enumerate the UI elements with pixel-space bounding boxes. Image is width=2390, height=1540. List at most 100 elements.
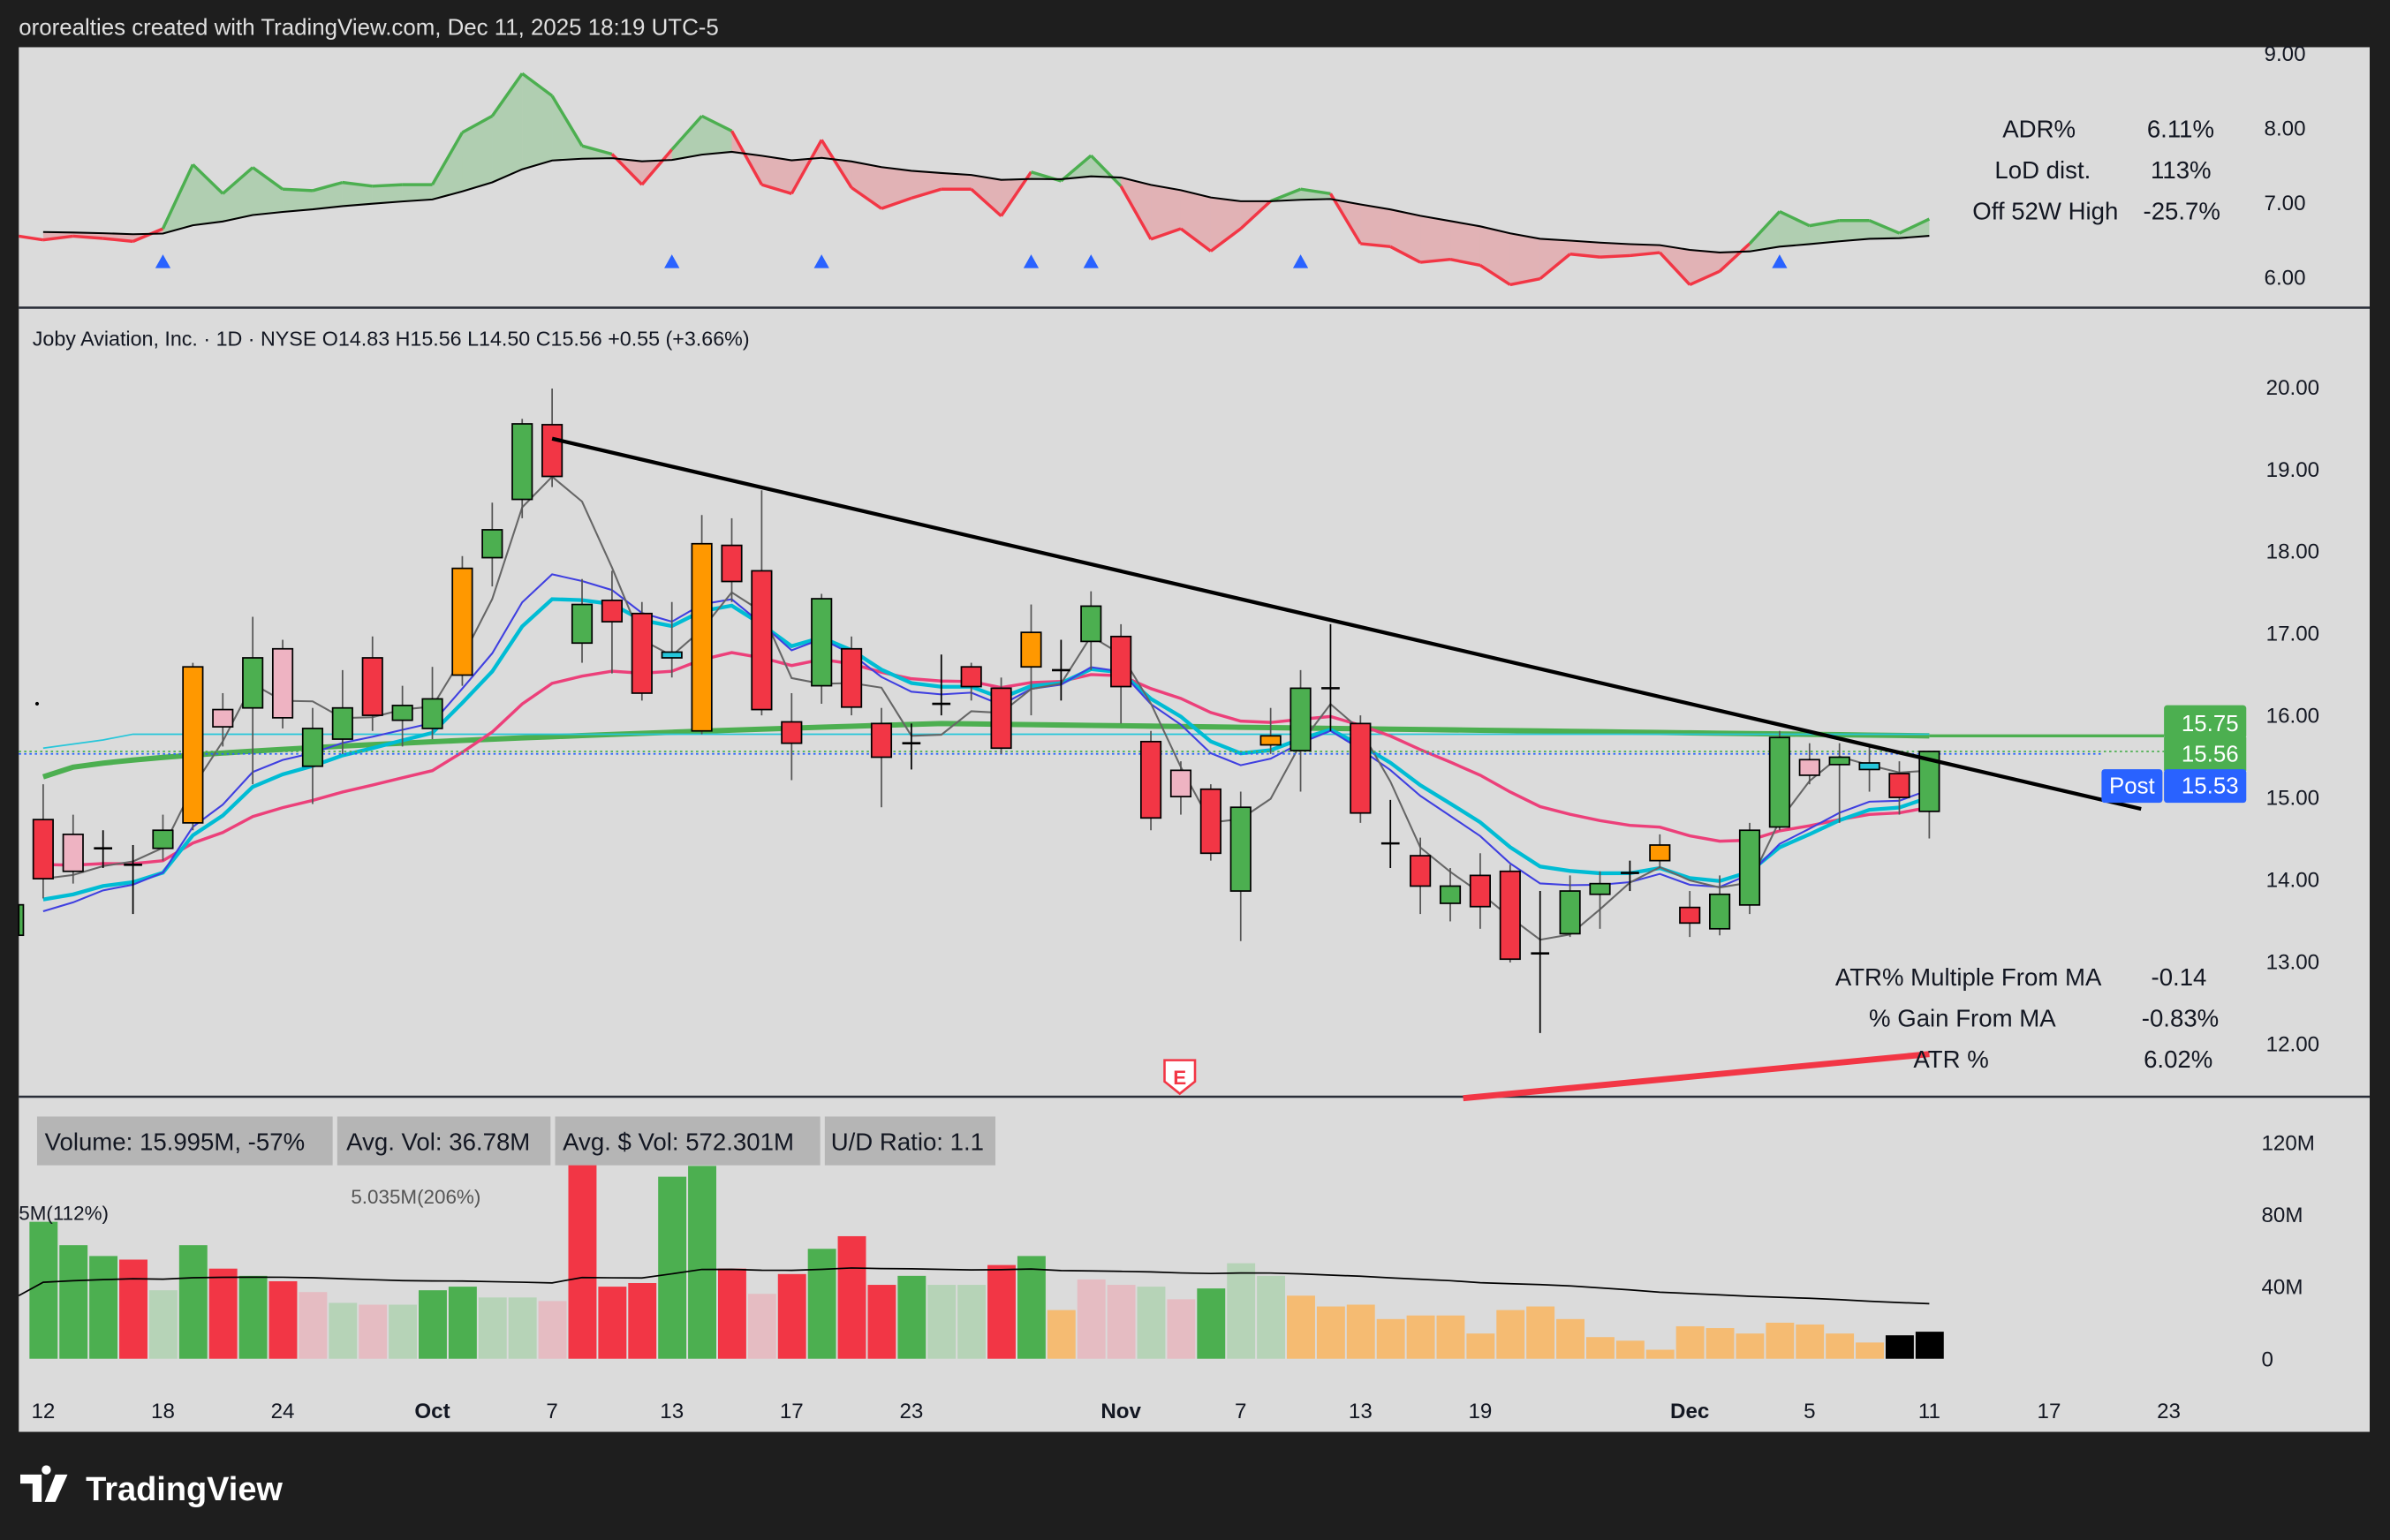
- candle[interactable]: [1679, 891, 1701, 938]
- time-tick: 5: [1804, 1400, 1815, 1423]
- axis-tick: 120M: [2262, 1131, 2315, 1155]
- candle[interactable]: [1531, 891, 1550, 1033]
- candle[interactable]: [271, 639, 294, 728]
- candle[interactable]: [751, 490, 773, 716]
- volume-bar: [1406, 1315, 1435, 1359]
- candle[interactable]: [1321, 623, 1340, 731]
- candle[interactable]: [1139, 730, 1162, 831]
- candle[interactable]: [902, 723, 921, 770]
- volume-bar: [747, 1294, 776, 1359]
- tradingview-logo[interactable]: TradingView: [20, 1465, 283, 1508]
- candle[interactable]: [1888, 761, 1910, 815]
- candle-body: [1709, 893, 1731, 930]
- indicator-line-segment: [1300, 187, 1331, 195]
- volume-bar: [1885, 1335, 1914, 1359]
- volume-bar: [1287, 1295, 1315, 1359]
- candle[interactable]: [1439, 868, 1462, 922]
- candle[interactable]: [1828, 743, 1850, 823]
- candle[interactable]: [571, 578, 594, 663]
- candle-body: [361, 657, 383, 716]
- last-price-value: 15.56: [2182, 743, 2239, 767]
- candle-body: [1410, 855, 1432, 887]
- candle[interactable]: [301, 707, 324, 804]
- candle[interactable]: [541, 389, 563, 487]
- indicator-line-segment: [1270, 187, 1302, 203]
- indicator-fill: [1539, 238, 1570, 279]
- candle[interactable]: [990, 677, 1012, 754]
- indicator-fill: [492, 73, 523, 183]
- volume-bar: [1197, 1288, 1226, 1359]
- symbol-legend[interactable]: Joby Aviation, Inc. · 1D · NYSE O14.83 H…: [33, 328, 750, 351]
- candle[interactable]: [1080, 591, 1102, 670]
- candle[interactable]: [1020, 604, 1042, 716]
- candle-body: [601, 600, 623, 623]
- long-ma-line: [42, 721, 1930, 780]
- candle[interactable]: [661, 601, 683, 678]
- sma-short-line: [42, 475, 1930, 941]
- candle[interactable]: [601, 570, 623, 674]
- candle[interactable]: [1621, 860, 1639, 892]
- candle[interactable]: [1798, 743, 1820, 785]
- candle-body: [1169, 769, 1192, 797]
- candle[interactable]: [421, 667, 443, 740]
- candle[interactable]: [1589, 871, 1611, 929]
- candle[interactable]: [1499, 864, 1521, 962]
- volume-bar: [1585, 1337, 1615, 1359]
- candle[interactable]: [1199, 784, 1221, 861]
- candle[interactable]: [691, 515, 713, 735]
- candle[interactable]: [242, 616, 264, 785]
- indicator-line-segment: [1179, 227, 1212, 253]
- candle[interactable]: [1410, 837, 1432, 915]
- indicator-line-segment: [970, 187, 1002, 217]
- candle[interactable]: [1350, 715, 1372, 823]
- candle[interactable]: [1858, 746, 1880, 792]
- candle[interactable]: [631, 601, 653, 701]
- volume-stat: Volume: 15.995M, -57%: [45, 1128, 306, 1155]
- candle[interactable]: [932, 654, 951, 716]
- candle[interactable]: [1649, 834, 1671, 869]
- candle[interactable]: [511, 419, 533, 518]
- candle[interactable]: [1709, 875, 1731, 936]
- candle[interactable]: [1169, 761, 1192, 815]
- candle[interactable]: [1052, 639, 1070, 701]
- candle[interactable]: [841, 636, 863, 716]
- candle[interactable]: [481, 502, 503, 587]
- candle[interactable]: [1229, 791, 1252, 941]
- candle[interactable]: [870, 707, 893, 808]
- earnings-marker[interactable]: E: [1163, 1059, 1197, 1096]
- candle[interactable]: [1559, 875, 1581, 938]
- candle[interactable]: [1110, 623, 1132, 724]
- volume-bar: [1107, 1285, 1136, 1359]
- candle[interactable]: [361, 636, 383, 731]
- volume-bar: [508, 1297, 537, 1359]
- indicator-line-segment: [312, 180, 344, 192]
- candle[interactable]: [1290, 669, 1312, 792]
- candle[interactable]: [331, 669, 353, 754]
- volume-bar: [1736, 1333, 1765, 1359]
- candle[interactable]: [182, 662, 204, 831]
- candle[interactable]: [451, 555, 473, 686]
- candle[interactable]: [391, 685, 413, 747]
- volume-bar: [359, 1304, 388, 1359]
- candle[interactable]: [62, 814, 84, 884]
- candle[interactable]: [1768, 730, 1790, 831]
- candle[interactable]: [960, 662, 982, 701]
- candle[interactable]: [1918, 751, 1940, 839]
- candle[interactable]: [212, 692, 234, 747]
- candle[interactable]: [152, 814, 174, 861]
- candle[interactable]: [124, 844, 142, 915]
- volume-bar: [987, 1264, 1016, 1359]
- candle[interactable]: [1738, 822, 1761, 915]
- candle[interactable]: [94, 830, 113, 869]
- candle[interactable]: [811, 593, 833, 705]
- indicator-line-segment: [1779, 210, 1811, 228]
- candle[interactable]: [1469, 853, 1491, 929]
- candle[interactable]: [1380, 799, 1400, 869]
- candle[interactable]: [1259, 707, 1282, 754]
- candle[interactable]: [781, 692, 803, 781]
- indicator-fill: [462, 116, 493, 192]
- volume-bar: [777, 1273, 806, 1359]
- candle[interactable]: [32, 784, 54, 899]
- candle[interactable]: [721, 517, 743, 602]
